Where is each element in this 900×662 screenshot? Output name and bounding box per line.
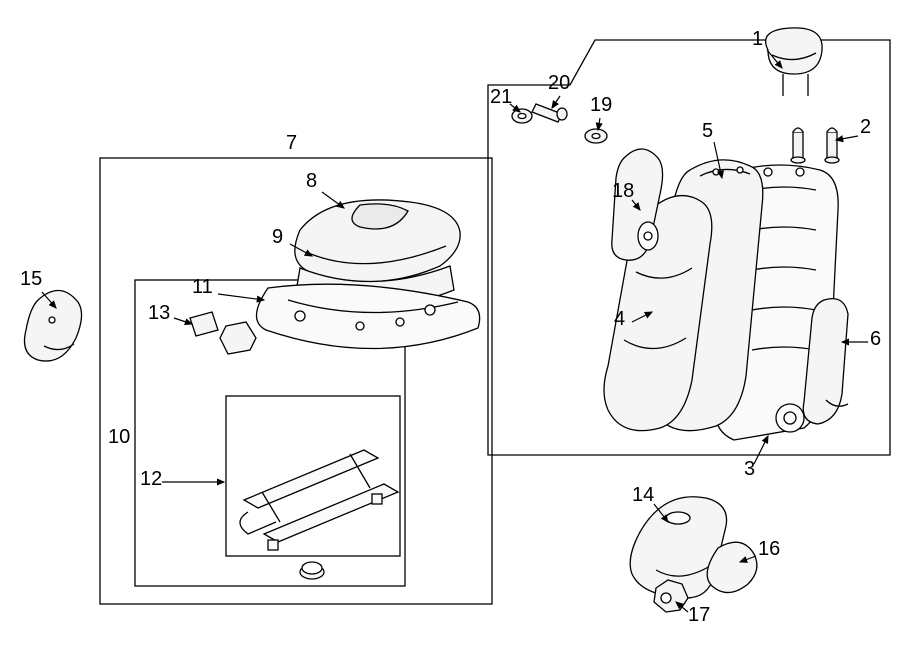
part-headrest — [766, 28, 822, 96]
part-armrest — [612, 149, 663, 260]
callout-7: 7 — [286, 132, 297, 155]
callout-9: 9 — [272, 226, 283, 249]
part-washer — [585, 129, 607, 143]
callout-15: 15 — [20, 268, 42, 291]
callout-10: 10 — [108, 426, 130, 449]
callout-14: 14 — [632, 484, 654, 507]
part-outer-recline-cover — [25, 290, 82, 361]
callout-13: 13 — [148, 302, 170, 325]
part-headrest-guide — [791, 128, 839, 163]
callout-17: 17 — [688, 604, 710, 627]
part-connector — [190, 312, 256, 354]
callout-2: 2 — [860, 116, 871, 139]
callout-18: 18 — [612, 180, 634, 203]
callout-3: 3 — [744, 458, 755, 481]
part-cushion-pan — [256, 284, 479, 348]
callout-1: 1 — [752, 28, 763, 51]
callout-12: 12 — [140, 468, 162, 491]
part-seat-track — [240, 450, 398, 550]
callout-4: 4 — [614, 308, 625, 331]
callout-20: 20 — [548, 72, 570, 95]
callout-16: 16 — [758, 538, 780, 561]
part-track-plug — [300, 562, 324, 579]
diagram-canvas — [0, 0, 900, 662]
callout-19: 19 — [590, 94, 612, 117]
part-bolt — [532, 104, 567, 122]
callout-8: 8 — [306, 170, 317, 193]
callout-6: 6 — [870, 328, 881, 351]
part-seat-cushion-cover — [295, 200, 460, 282]
callout-11: 11 — [192, 276, 213, 299]
callout-5: 5 — [702, 120, 713, 143]
part-cap — [512, 109, 532, 123]
callout-21: 21 — [490, 86, 512, 109]
